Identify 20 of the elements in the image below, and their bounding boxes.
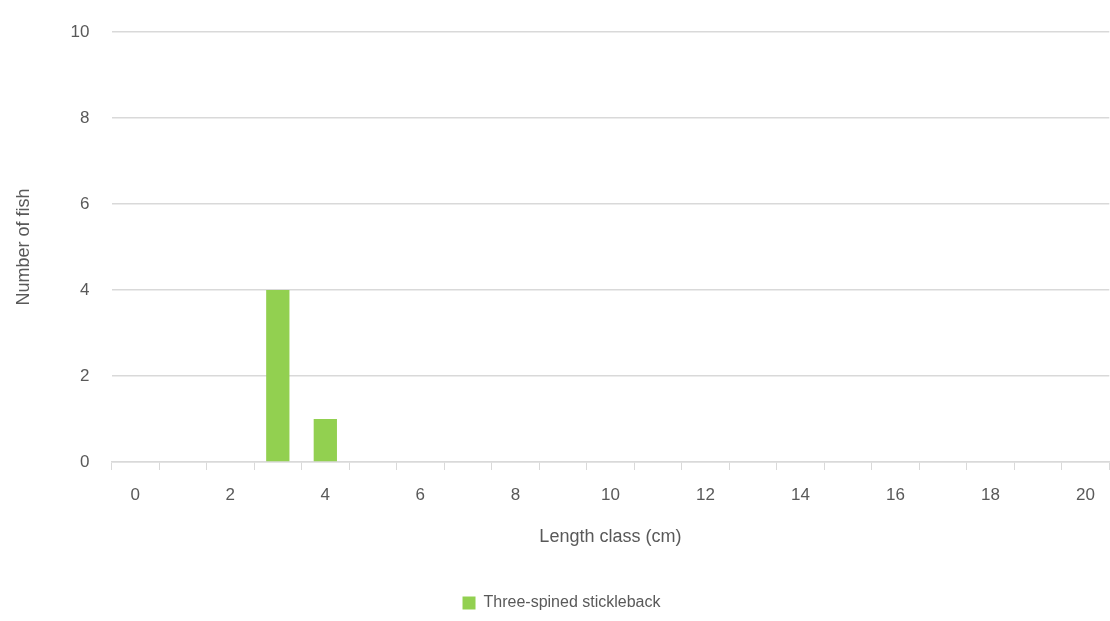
x-tick-label: 18 xyxy=(981,484,1000,504)
x-tick-label: 16 xyxy=(886,484,905,504)
x-tick-label: 4 xyxy=(320,484,331,504)
x-tick-label: 8 xyxy=(510,484,521,504)
y-tick-label: 8 xyxy=(80,107,90,127)
y-tick-label: 0 xyxy=(80,451,90,471)
y-tick-label: 2 xyxy=(80,365,90,385)
y-tick-label: 4 xyxy=(80,279,90,299)
x-tick-label: 2 xyxy=(225,484,236,504)
x-tick-label: 0 xyxy=(130,484,140,504)
x-tick-label: 12 xyxy=(695,484,715,504)
y-axis-title: Number of fish xyxy=(12,188,33,306)
x-tick-label: 20 xyxy=(1076,484,1096,504)
x-axis-title: Length class (cm) xyxy=(539,526,682,547)
legend-label: Three-spined stickleback xyxy=(483,593,662,611)
x-tick-label: 14 xyxy=(791,484,810,504)
x-tick-label: 10 xyxy=(600,484,620,504)
x-tick-label: 6 xyxy=(415,484,426,504)
y-tick-label: 6 xyxy=(80,193,90,213)
y-tick-label: 10 xyxy=(70,21,90,41)
